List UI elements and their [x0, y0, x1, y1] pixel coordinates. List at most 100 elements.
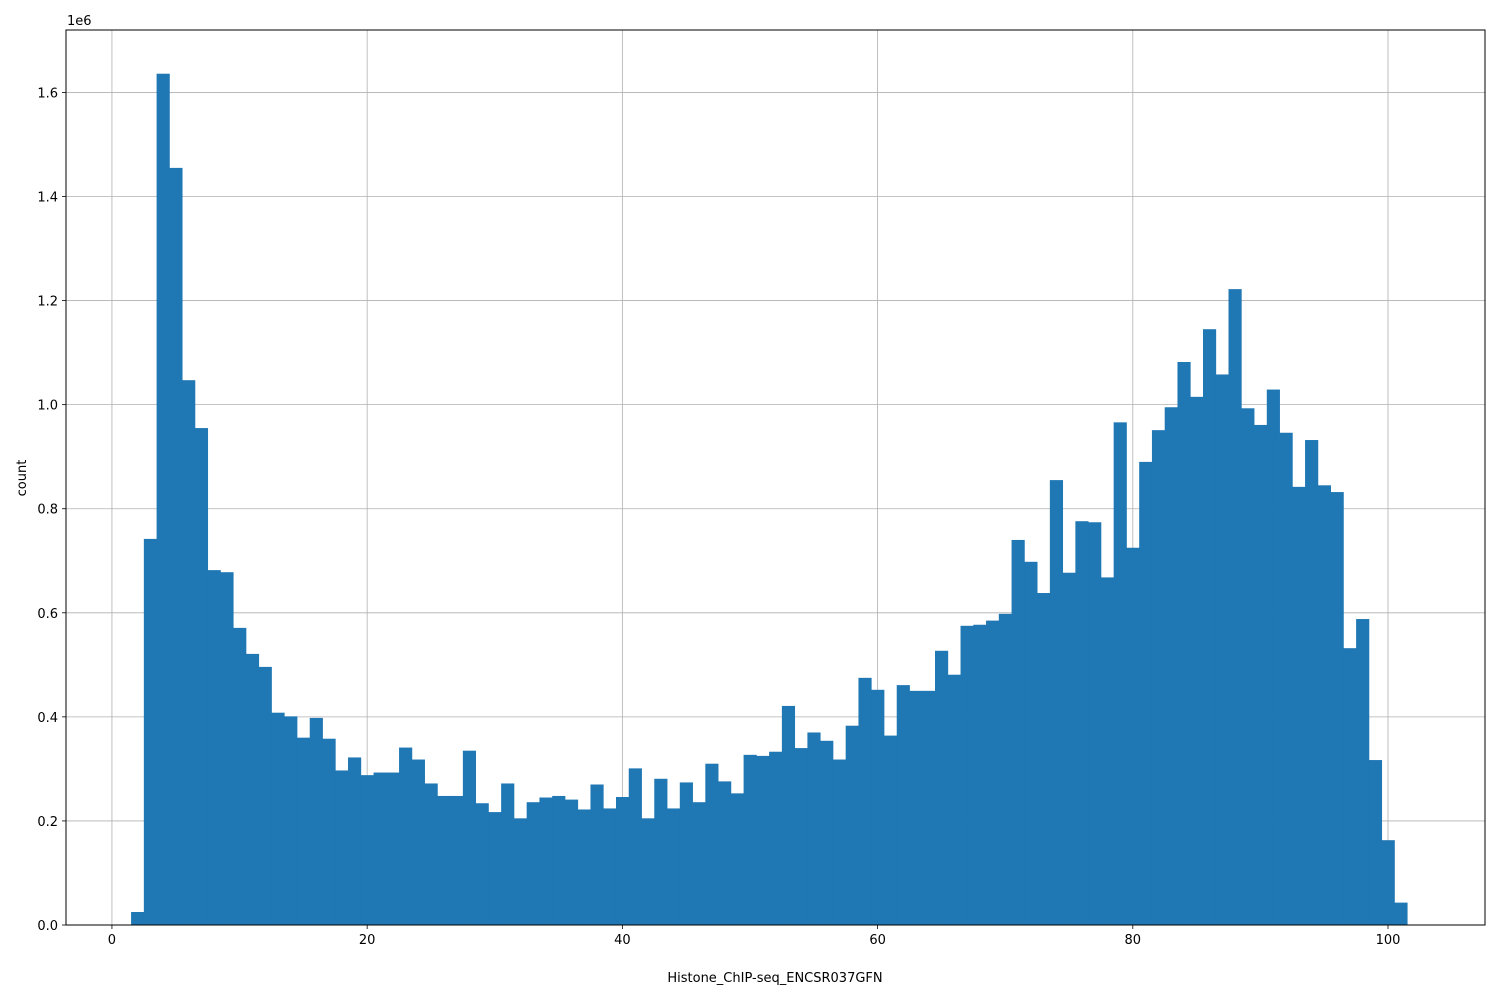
histogram-bar	[935, 650, 949, 925]
histogram-bar	[424, 783, 438, 925]
histogram-bar	[348, 757, 362, 925]
histogram-bar	[654, 778, 668, 925]
histogram-bar	[973, 624, 987, 925]
histogram-bar	[896, 685, 910, 925]
histogram-bar	[156, 73, 170, 926]
histogram-bar	[526, 802, 540, 925]
histogram-bar	[781, 705, 796, 925]
histogram-bar	[615, 796, 630, 925]
x-axis-label: Histone_ChIP-seq_ENCSR037GFN	[667, 971, 882, 986]
y-axis-label: count	[15, 460, 30, 497]
histogram-bar	[1368, 760, 1383, 925]
histogram-bar	[564, 799, 579, 925]
histogram-bar	[475, 803, 489, 925]
histogram-bar	[871, 689, 885, 925]
histogram-bar	[756, 755, 770, 925]
y-tick-label: 1.0	[37, 399, 58, 414]
y-tick-label: 0.6	[37, 607, 58, 622]
plot-frame	[65, 29, 1486, 926]
histogram-bar	[1279, 432, 1293, 925]
x-tick-label: 0	[108, 933, 116, 948]
histogram-bar	[807, 732, 821, 925]
histogram-bar	[322, 738, 336, 925]
histogram-bar	[1343, 648, 1357, 925]
histogram-bar	[794, 748, 808, 925]
histogram-bar	[1202, 329, 1217, 926]
grid-lines	[66, 30, 1485, 926]
histogram-bar	[411, 759, 425, 925]
histogram-bar	[207, 570, 221, 925]
y-tick-label: 1.4	[37, 191, 58, 206]
histogram-bar	[922, 690, 936, 925]
histogram-bar	[832, 759, 847, 925]
histogram-bar	[1037, 593, 1051, 925]
histogram-bar	[488, 812, 502, 925]
histogram-bar	[1139, 461, 1153, 925]
histogram-bar	[730, 793, 744, 925]
histogram-bar	[1266, 389, 1280, 925]
histogram-bar	[1151, 430, 1166, 925]
x-tick-label: 100	[1376, 933, 1401, 948]
histogram-bar	[947, 674, 961, 925]
histogram-bar	[131, 911, 145, 925]
histogram-bar	[718, 781, 732, 925]
y-tick-label: 0.0	[37, 919, 58, 934]
histogram-bar	[1164, 407, 1178, 925]
histogram-bar	[539, 797, 553, 925]
histogram-bar	[960, 625, 974, 925]
histogram-bar	[1241, 408, 1255, 926]
histogram-bar	[820, 740, 834, 925]
y-multiplier-label: 1e6	[67, 14, 92, 29]
histogram-bar	[1024, 561, 1038, 925]
histogram-bar	[590, 784, 604, 925]
y-tick-label: 0.4	[37, 711, 58, 726]
histogram-bar	[679, 782, 693, 925]
histogram-bar	[258, 666, 272, 925]
histogram-bar	[1228, 289, 1242, 925]
histogram-bar	[309, 717, 323, 925]
histogram-bar	[577, 809, 591, 925]
histogram-bar	[998, 613, 1012, 925]
histogram-bar	[641, 818, 655, 925]
histogram-bar	[182, 380, 196, 925]
histogram-bar	[233, 627, 247, 925]
histogram-bar	[667, 808, 681, 925]
histogram-bar	[437, 795, 451, 925]
histogram-bar	[513, 818, 528, 925]
histogram-bar	[360, 775, 374, 925]
histogram-bar	[194, 428, 209, 925]
histogram-bar	[552, 795, 566, 925]
histogram-bar	[1075, 521, 1089, 925]
histogram-bar	[271, 712, 285, 925]
histogram-bar	[1190, 396, 1204, 925]
histogram-bar	[1100, 577, 1115, 925]
histogram-bar	[143, 538, 158, 925]
histogram-bar	[845, 725, 859, 925]
histogram-bar	[169, 167, 183, 925]
histogram-bar	[373, 772, 387, 925]
histogram-bar	[1305, 440, 1319, 925]
histogram-bar	[603, 808, 617, 925]
histogram-bar	[1254, 424, 1268, 925]
y-tick-label: 1.6	[37, 86, 58, 101]
histogram-bar	[1177, 361, 1191, 925]
y-tick-label: 1.2	[37, 295, 58, 310]
histogram-bar	[1292, 486, 1306, 925]
histogram-bar	[335, 770, 349, 925]
histogram-bar	[1330, 492, 1344, 925]
histogram-bar	[501, 783, 515, 925]
histogram-bar	[284, 716, 298, 925]
histogram-bar	[1049, 480, 1064, 925]
histogram-bar	[909, 690, 923, 925]
histogram-bar	[462, 750, 477, 925]
histogram-bar	[883, 735, 898, 925]
x-tick-label: 20	[359, 933, 376, 948]
histogram-bar	[1126, 547, 1140, 925]
x-tick-label: 60	[869, 933, 886, 948]
histogram-bar	[1356, 619, 1370, 925]
histogram-bar	[743, 754, 757, 925]
histogram-bar	[628, 768, 642, 925]
histogram-bar	[1062, 572, 1076, 925]
histogram-bar	[986, 620, 1000, 925]
